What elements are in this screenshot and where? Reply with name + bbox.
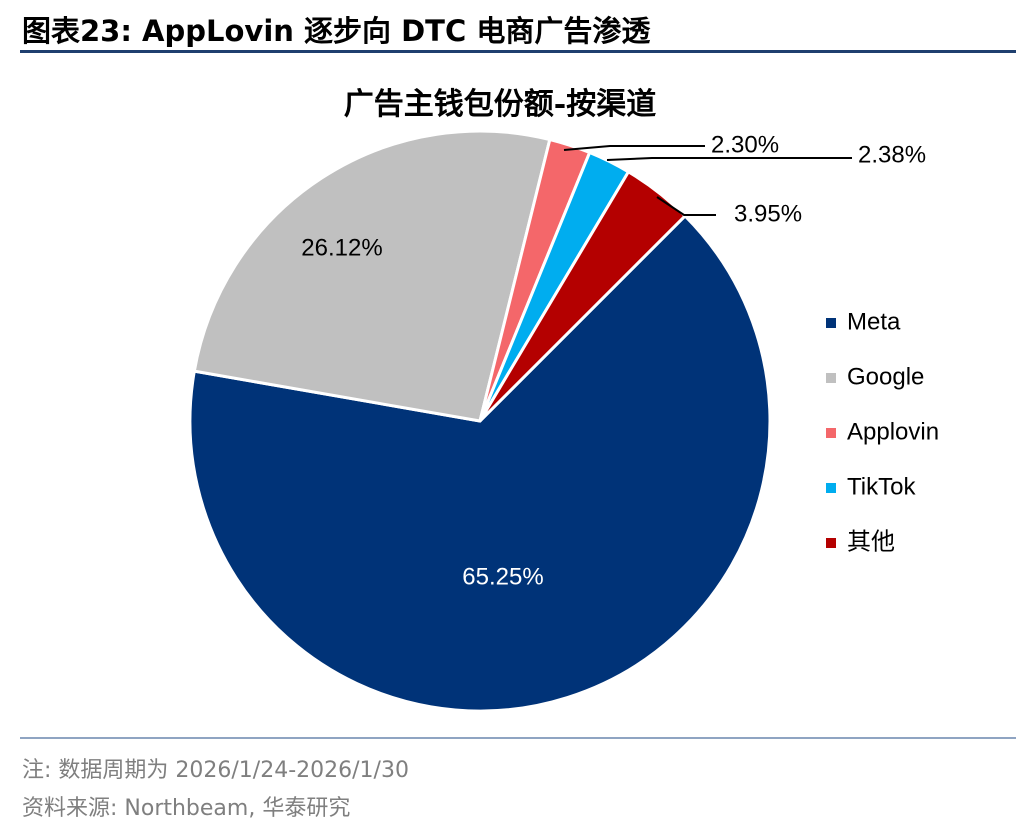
leader-line-2 xyxy=(563,145,705,151)
legend-swatch-4 xyxy=(826,538,836,548)
data-label-3: 2.38% xyxy=(858,141,926,168)
legend-swatch-3 xyxy=(826,483,836,493)
legend-swatch-1 xyxy=(826,373,836,383)
pie-slice-0 xyxy=(188,214,772,713)
data-label-4: 3.95% xyxy=(734,200,802,227)
legend-label-3: TikTok xyxy=(847,473,916,500)
pie-slices xyxy=(188,129,772,713)
data-labels: 65.25% 26.12% 2.30% 2.38% 3.95% xyxy=(301,131,926,590)
title-divider xyxy=(20,50,1016,53)
legend-label-2: Applovin xyxy=(847,418,939,445)
data-label-0: 65.25% xyxy=(462,563,543,590)
legend: Meta Google Applovin TikTok 其他 xyxy=(826,308,939,555)
legend-swatch-2 xyxy=(826,428,836,438)
footer-divider xyxy=(20,737,1016,739)
leader-lines xyxy=(563,145,852,216)
legend-label-0: Meta xyxy=(847,308,901,335)
pie-chart: 广告主钱包份额-按渠道 65.25%26.12%2.30% 2.38%3.95% … xyxy=(188,87,939,713)
leader-line-3 xyxy=(606,157,852,161)
data-label-2: 2.30% xyxy=(711,131,779,158)
legend-label-1: Google xyxy=(847,363,924,390)
footnote: 注: 数据周期为 2026/1/24-2026/1/30 xyxy=(22,758,409,783)
chart-title: 广告主钱包份额-按渠道 xyxy=(344,87,656,122)
source-note: 资料来源: Northbeam, 华泰研究 xyxy=(22,796,351,821)
legend-label-4: 其他 xyxy=(847,528,895,555)
legend-swatch-0 xyxy=(826,318,836,328)
leader-line-4 xyxy=(656,196,716,216)
data-label-1: 26.12% xyxy=(301,234,382,261)
pie-slice-1 xyxy=(192,129,552,423)
figure-title: 图表23: AppLovin 逐步向 DTC 电商广告渗透 xyxy=(22,14,651,48)
